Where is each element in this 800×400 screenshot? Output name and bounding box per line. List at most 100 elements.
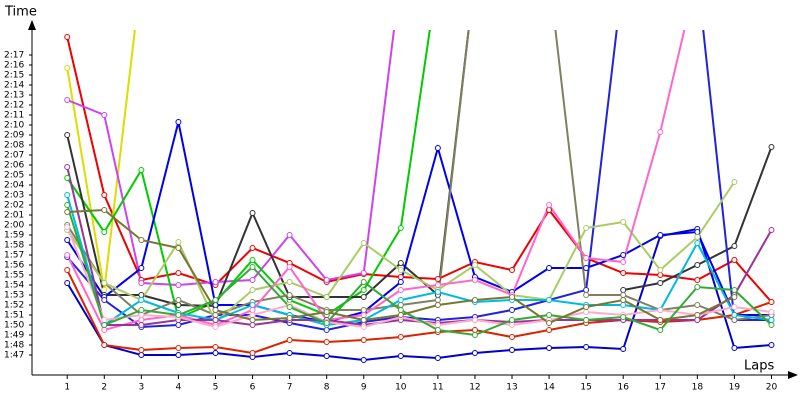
lap-point: [583, 309, 590, 315]
y-axis-title: Time: [4, 5, 37, 20]
lap-point: [509, 347, 516, 353]
y-tick-label: 1:50: [4, 321, 24, 331]
lap-point: [620, 302, 627, 308]
lap-point: [323, 277, 330, 283]
lap-point: [249, 322, 256, 328]
lap-point: [657, 232, 664, 238]
x-tick-label: 5: [213, 383, 219, 393]
lap-point: [768, 322, 775, 328]
lap-point: [694, 240, 701, 246]
lap-point: [175, 282, 182, 288]
x-tick-label: 9: [361, 383, 367, 393]
lap-point: [731, 317, 738, 323]
lap-point: [583, 225, 590, 231]
lap-point: [583, 265, 590, 271]
lap-point: [546, 207, 553, 213]
x-tick-label: 13: [506, 383, 517, 393]
lap-point: [249, 277, 256, 283]
lap-point: [397, 297, 404, 303]
lap-point: [509, 322, 516, 328]
lap-point: [212, 317, 219, 323]
lap-point: [620, 314, 627, 320]
lap-point: [434, 297, 441, 303]
lap-point: [360, 337, 367, 343]
lap-point: [249, 287, 256, 293]
lap-point: [657, 267, 664, 273]
lap-point: [620, 219, 627, 225]
lap-point: [694, 229, 701, 235]
lap-point: [583, 304, 590, 310]
lap-point: [101, 342, 108, 348]
lap-point: [471, 327, 478, 333]
lap-point: [138, 322, 145, 328]
lap-point: [249, 312, 256, 318]
lap-point: [731, 304, 738, 310]
lap-point: [175, 302, 182, 308]
lap-point: [101, 327, 108, 333]
lap-point: [657, 272, 664, 278]
y-tick-label: 2:03: [4, 191, 24, 201]
lap-point: [101, 287, 108, 293]
lap-point: [768, 317, 775, 323]
x-tick-label: 4: [176, 383, 182, 393]
lap-point: [175, 312, 182, 318]
y-tick-label: 1:51: [4, 311, 24, 321]
lap-line: [66, 227, 772, 362]
x-tick-label: 17: [655, 383, 666, 393]
lap-point: [657, 129, 664, 135]
lap-point: [509, 267, 516, 273]
lap-point: [64, 209, 71, 215]
lap-point: [657, 307, 664, 313]
lap-point: [768, 227, 775, 233]
lap-point: [546, 320, 553, 326]
lap-point: [360, 240, 367, 246]
lap-point: [64, 65, 71, 71]
lap-point: [360, 307, 367, 313]
lap-point: [694, 284, 701, 290]
lap-point: [138, 312, 145, 318]
lap-point: [397, 353, 404, 359]
lap-point: [175, 352, 182, 358]
lap-point: [583, 287, 590, 293]
lap-point: [731, 179, 738, 185]
lap-point: [323, 327, 330, 333]
lap-point: [434, 276, 441, 282]
lap-point: [620, 252, 627, 258]
lap-point: [64, 202, 71, 208]
lap-point: [101, 207, 108, 213]
y-tick-label: 2:00: [4, 221, 24, 231]
lap-point: [175, 239, 182, 245]
lap-point: [583, 255, 590, 261]
lap-point: [731, 312, 738, 318]
lap-point: [360, 279, 367, 285]
lap-point: [471, 277, 478, 283]
lap-point: [212, 324, 219, 330]
lap-point: [175, 119, 182, 125]
y-tick-label: 1:53: [4, 291, 24, 301]
lap-point: [434, 145, 441, 151]
lap-point: [731, 243, 738, 249]
lap-point: [546, 327, 553, 333]
lap-point: [286, 337, 293, 343]
lap-point: [138, 237, 145, 243]
lap-point: [286, 304, 293, 310]
lap-point: [583, 344, 590, 350]
lap-point: [694, 277, 701, 283]
lap-point: [286, 315, 293, 321]
x-tick-label: 14: [543, 383, 555, 393]
lap-point: [249, 245, 256, 251]
lap-point: [471, 332, 478, 338]
lap-point: [101, 280, 108, 286]
lap-point: [64, 267, 71, 273]
lap-point: [138, 280, 145, 286]
lap-point: [397, 307, 404, 313]
lap-point: [101, 322, 108, 328]
lap-point: [360, 312, 367, 318]
plot-area: [64, 30, 775, 363]
x-tick-label: 10: [395, 383, 407, 393]
lap-point: [546, 345, 553, 351]
lap-point: [509, 307, 516, 313]
lap-point: [64, 175, 71, 181]
lap-point: [212, 302, 219, 308]
